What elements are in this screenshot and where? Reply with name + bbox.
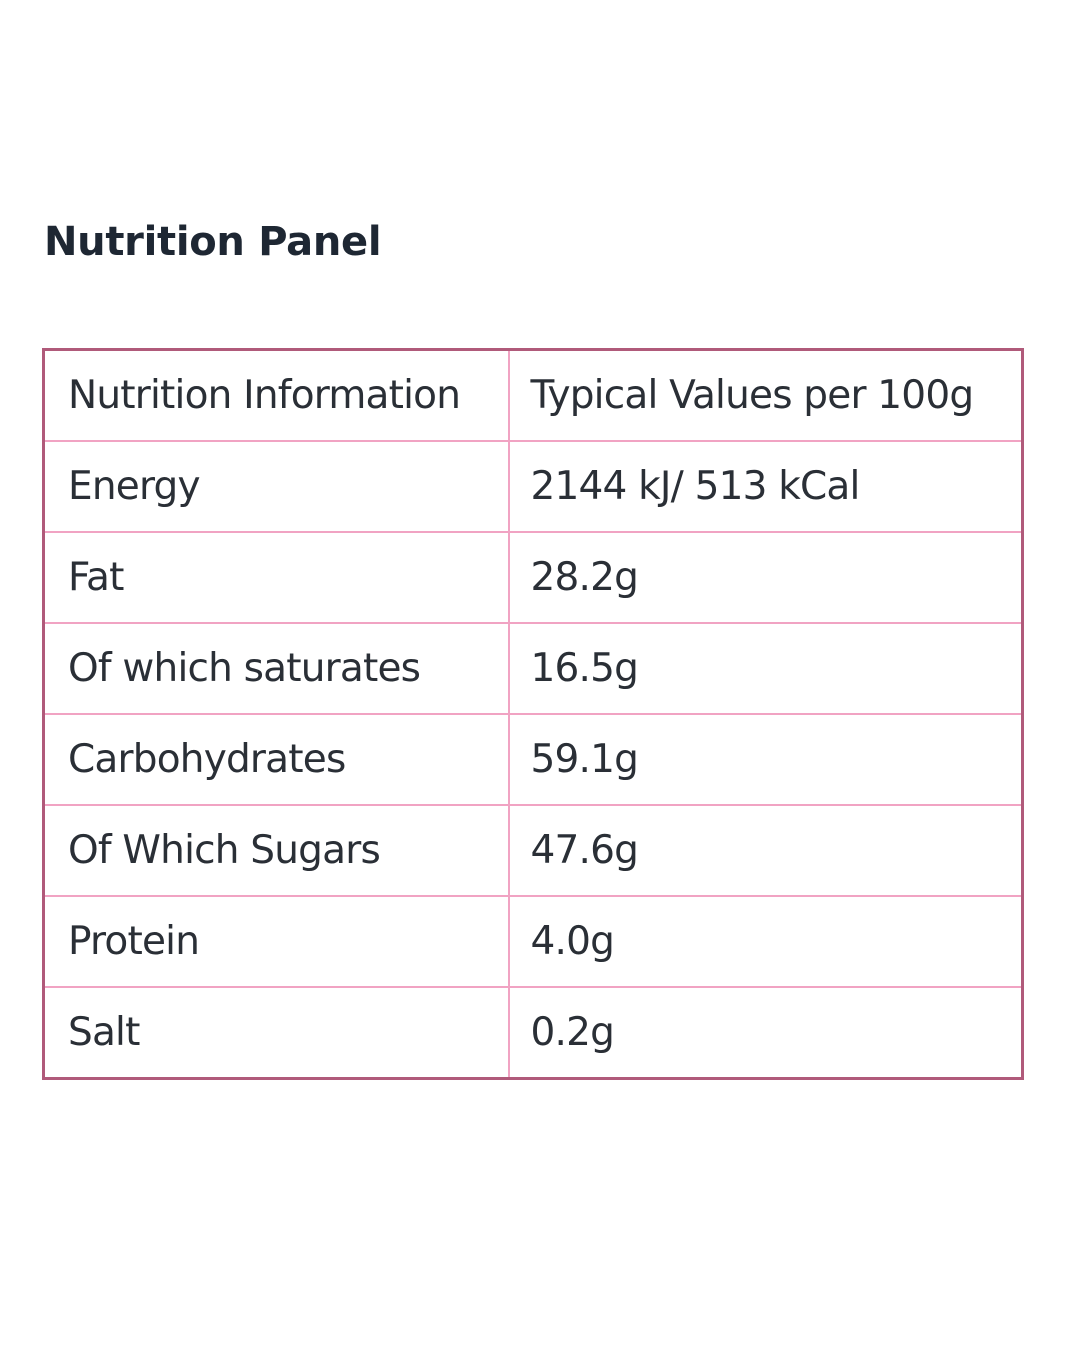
table-row: Of which saturates 16.5g xyxy=(42,622,1024,715)
nutrition-table: Nutrition Information Typical Values per… xyxy=(42,348,1024,1080)
nutrient-label: Fat xyxy=(42,531,510,624)
nutrient-value: 59.1g xyxy=(507,713,1024,806)
nutrient-label: Salt xyxy=(42,986,510,1080)
header-label-cell: Nutrition Information xyxy=(42,348,510,442)
nutrient-label: Carbohydrates xyxy=(42,713,510,806)
nutrient-label: Protein xyxy=(42,895,510,988)
nutrient-label: Energy xyxy=(42,440,510,533)
nutrient-value: 47.6g xyxy=(507,804,1024,897)
table-row: Protein 4.0g xyxy=(42,895,1024,988)
nutrient-value: 16.5g xyxy=(507,622,1024,715)
table-row: Of Which Sugars 47.6g xyxy=(42,804,1024,897)
table-row: Carbohydrates 59.1g xyxy=(42,713,1024,806)
table-row: Salt 0.2g xyxy=(42,986,1024,1080)
table-row: Fat 28.2g xyxy=(42,531,1024,624)
table-header-row: Nutrition Information Typical Values per… xyxy=(42,348,1024,442)
nutrient-value: 28.2g xyxy=(507,531,1024,624)
header-value-cell: Typical Values per 100g xyxy=(507,348,1024,442)
nutrient-value: 0.2g xyxy=(507,986,1024,1080)
table-row: Energy 2144 kJ/ 513 kCal xyxy=(42,440,1024,533)
nutrient-value: 4.0g xyxy=(507,895,1024,988)
page-title: Nutrition Panel xyxy=(44,219,382,265)
nutrient-label: Of Which Sugars xyxy=(42,804,510,897)
nutrient-value: 2144 kJ/ 513 kCal xyxy=(507,440,1024,533)
nutrient-label: Of which saturates xyxy=(42,622,510,715)
